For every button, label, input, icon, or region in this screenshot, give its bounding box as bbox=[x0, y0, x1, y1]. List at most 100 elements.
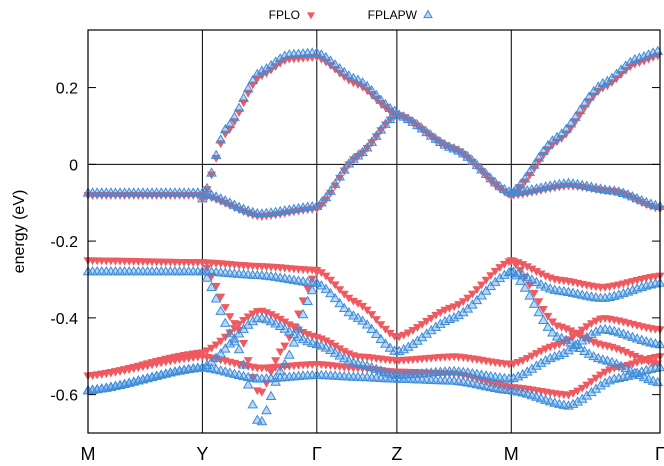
data-point bbox=[325, 185, 336, 195]
data-point bbox=[274, 365, 286, 375]
data-point bbox=[334, 171, 346, 181]
data-point bbox=[577, 384, 587, 393]
data-point bbox=[320, 51, 332, 62]
data-point bbox=[339, 348, 349, 356]
data-point bbox=[229, 336, 240, 346]
data-point bbox=[533, 306, 545, 317]
data-point bbox=[467, 290, 477, 299]
data-point bbox=[326, 189, 336, 198]
data-point bbox=[636, 281, 648, 292]
data-point bbox=[312, 268, 322, 277]
data-point bbox=[471, 159, 483, 169]
data-point bbox=[518, 357, 528, 365]
data-point bbox=[220, 333, 230, 342]
data-point bbox=[525, 172, 535, 180]
data-point bbox=[210, 293, 222, 303]
data-point bbox=[575, 332, 585, 340]
data-point bbox=[407, 116, 419, 126]
data-point bbox=[242, 379, 254, 389]
y-tick-label: 0.2 bbox=[56, 81, 78, 98]
data-point bbox=[371, 316, 381, 324]
data-point bbox=[613, 289, 625, 299]
data-point bbox=[220, 304, 230, 312]
data-point bbox=[248, 310, 258, 319]
data-point bbox=[549, 351, 561, 361]
data-point bbox=[219, 123, 231, 134]
data-point bbox=[142, 372, 153, 383]
data-point bbox=[585, 328, 597, 339]
data-point bbox=[463, 294, 473, 303]
data-point bbox=[206, 167, 217, 177]
data-point bbox=[422, 317, 432, 326]
data-point bbox=[570, 329, 580, 338]
data-point bbox=[367, 91, 377, 99]
data-point bbox=[519, 173, 531, 183]
data-point bbox=[137, 374, 149, 384]
data-point bbox=[402, 341, 414, 351]
data-point bbox=[375, 124, 387, 134]
data-point bbox=[334, 63, 346, 73]
data-point bbox=[380, 118, 391, 128]
data-point bbox=[247, 315, 259, 326]
data-point bbox=[480, 168, 492, 178]
data-point bbox=[573, 387, 583, 396]
data-point bbox=[320, 191, 332, 202]
legend-marker bbox=[423, 9, 433, 19]
data-point bbox=[596, 371, 606, 380]
data-point bbox=[462, 151, 474, 161]
data-point bbox=[547, 318, 557, 327]
data-point bbox=[556, 128, 567, 138]
legend: FPLO FPLAPW bbox=[269, 8, 433, 22]
data-point bbox=[201, 182, 213, 193]
x-tick-label: Γ bbox=[655, 444, 664, 464]
data-point bbox=[216, 337, 226, 346]
data-point bbox=[361, 142, 373, 152]
data-point bbox=[536, 347, 546, 356]
data-point bbox=[449, 303, 459, 312]
data-point bbox=[335, 345, 345, 354]
data-point bbox=[243, 357, 253, 365]
data-point bbox=[526, 363, 538, 373]
data-point bbox=[426, 314, 436, 323]
data-point bbox=[519, 282, 531, 292]
data-point bbox=[280, 342, 290, 351]
y-tick-label: -0.4 bbox=[50, 311, 78, 328]
data-point bbox=[535, 357, 547, 367]
data-point bbox=[485, 172, 497, 183]
data-point bbox=[517, 368, 529, 379]
data-point bbox=[271, 357, 281, 366]
data-point bbox=[338, 302, 350, 313]
plot-frame bbox=[87, 29, 661, 434]
data-point bbox=[515, 179, 526, 189]
data-point bbox=[425, 130, 437, 140]
data-point bbox=[600, 368, 610, 377]
data-point bbox=[577, 326, 587, 335]
data-point bbox=[132, 375, 144, 385]
data-point bbox=[302, 295, 314, 306]
data-point bbox=[524, 290, 535, 300]
data-point bbox=[348, 297, 358, 306]
data-point bbox=[265, 390, 277, 401]
data-point bbox=[307, 275, 317, 284]
data-point bbox=[522, 263, 532, 272]
data-point bbox=[440, 306, 450, 315]
data-point bbox=[206, 281, 217, 292]
data-point bbox=[574, 342, 586, 353]
data-point bbox=[233, 102, 245, 112]
data-point bbox=[361, 80, 373, 91]
data-point bbox=[467, 299, 478, 309]
data-point bbox=[366, 85, 378, 95]
data-point bbox=[476, 290, 487, 300]
data-point bbox=[358, 302, 368, 311]
data-point bbox=[640, 364, 652, 375]
data-point bbox=[486, 177, 496, 185]
data-point bbox=[207, 171, 217, 180]
data-point bbox=[476, 164, 487, 174]
data-point bbox=[569, 339, 581, 350]
data-point bbox=[229, 320, 239, 328]
data-point bbox=[247, 399, 259, 409]
data-point bbox=[536, 270, 546, 279]
data-point bbox=[215, 348, 227, 358]
data-point bbox=[558, 347, 570, 357]
data-point bbox=[472, 286, 482, 295]
